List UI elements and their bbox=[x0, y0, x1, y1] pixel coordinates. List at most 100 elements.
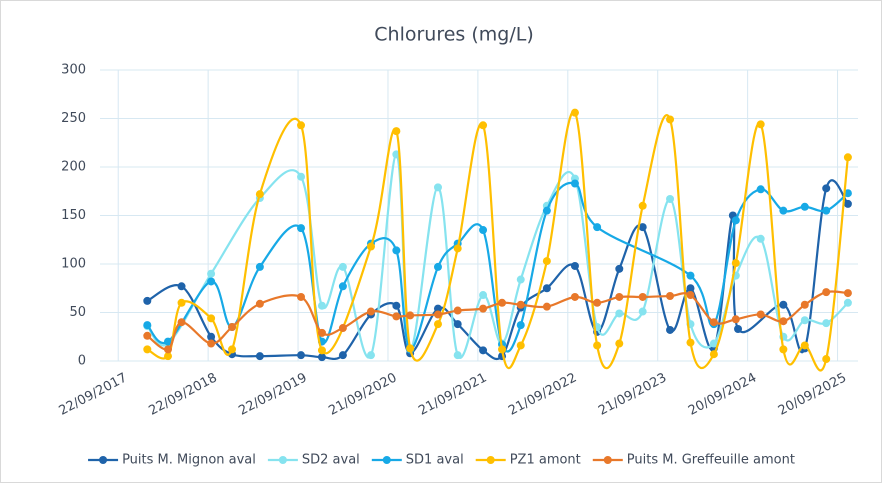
data-point bbox=[255, 262, 264, 271]
legend-label: SD2 aval bbox=[302, 453, 360, 468]
data-point bbox=[338, 282, 347, 291]
data-point bbox=[317, 301, 326, 310]
y-tick-label: 200 bbox=[61, 160, 86, 175]
data-point bbox=[163, 337, 172, 346]
data-point bbox=[498, 298, 507, 307]
data-point bbox=[366, 351, 375, 360]
data-point bbox=[453, 351, 462, 360]
data-point bbox=[779, 345, 788, 354]
data-point bbox=[686, 291, 695, 300]
data-point bbox=[479, 291, 488, 300]
data-point bbox=[255, 352, 264, 361]
data-point bbox=[800, 316, 809, 325]
data-point bbox=[453, 306, 462, 315]
data-point bbox=[593, 223, 602, 232]
data-point bbox=[433, 320, 442, 329]
data-point bbox=[392, 246, 401, 255]
data-point bbox=[433, 183, 442, 192]
data-point bbox=[822, 319, 831, 328]
legend-label: SD1 aval bbox=[406, 453, 464, 468]
data-point bbox=[666, 195, 675, 204]
legend-marker bbox=[278, 456, 287, 464]
data-point bbox=[297, 292, 306, 301]
data-point bbox=[756, 185, 765, 194]
data-point bbox=[570, 108, 579, 117]
legend-label: PZ1 amont bbox=[510, 453, 581, 468]
data-point bbox=[843, 153, 852, 162]
legend-label: Puits M. Greffeuille amont bbox=[627, 453, 795, 468]
data-point bbox=[822, 206, 831, 215]
data-point bbox=[177, 282, 186, 291]
chart-title: Chlorures (mg/L) bbox=[374, 24, 533, 46]
y-tick-label: 50 bbox=[69, 305, 86, 320]
data-point bbox=[615, 264, 624, 273]
data-point bbox=[843, 298, 852, 307]
legend-marker bbox=[382, 456, 391, 464]
data-point bbox=[433, 262, 442, 271]
data-point bbox=[516, 321, 525, 330]
data-point bbox=[498, 345, 507, 354]
data-point bbox=[392, 127, 401, 136]
data-point bbox=[843, 289, 852, 298]
data-point bbox=[255, 190, 264, 199]
data-point bbox=[843, 189, 852, 198]
data-point bbox=[709, 350, 718, 359]
data-point bbox=[615, 309, 624, 318]
legend-marker bbox=[603, 456, 612, 464]
data-point bbox=[433, 310, 442, 319]
data-point bbox=[666, 325, 675, 334]
data-point bbox=[542, 257, 551, 266]
data-point bbox=[638, 201, 647, 210]
data-point bbox=[615, 339, 624, 348]
data-point bbox=[593, 341, 602, 350]
data-point bbox=[542, 284, 551, 293]
data-point bbox=[709, 339, 718, 348]
data-point bbox=[338, 324, 347, 333]
data-point bbox=[779, 300, 788, 309]
data-point bbox=[366, 307, 375, 316]
data-point bbox=[317, 346, 326, 355]
data-point bbox=[479, 121, 488, 130]
data-point bbox=[800, 202, 809, 211]
data-point bbox=[822, 184, 831, 193]
data-point bbox=[479, 346, 488, 355]
data-point bbox=[731, 216, 740, 225]
data-point bbox=[593, 298, 602, 307]
data-point bbox=[177, 318, 186, 327]
data-point bbox=[822, 288, 831, 297]
data-point bbox=[800, 300, 809, 309]
data-point bbox=[317, 328, 326, 337]
legend-marker bbox=[486, 456, 495, 464]
data-point bbox=[638, 292, 647, 301]
data-point bbox=[392, 312, 401, 321]
data-point bbox=[709, 318, 718, 327]
data-point bbox=[731, 259, 740, 268]
data-point bbox=[731, 315, 740, 324]
data-point bbox=[406, 311, 415, 320]
data-point bbox=[255, 299, 264, 308]
data-point bbox=[453, 320, 462, 329]
data-point bbox=[542, 206, 551, 215]
data-point bbox=[686, 271, 695, 280]
y-tick-label: 100 bbox=[61, 257, 86, 272]
data-point bbox=[163, 352, 172, 361]
data-point bbox=[228, 345, 237, 354]
data-point bbox=[406, 344, 415, 353]
data-point bbox=[779, 206, 788, 215]
data-point bbox=[143, 331, 152, 340]
data-point bbox=[297, 172, 306, 181]
data-point bbox=[666, 292, 675, 301]
legend: Puits M. Mignon aval SD2 aval SD1 aval PZ1 … bbox=[88, 453, 795, 468]
data-point bbox=[666, 115, 675, 124]
data-point bbox=[516, 275, 525, 284]
legend-label: Puits M. Mignon aval bbox=[122, 453, 256, 468]
data-point bbox=[228, 323, 237, 332]
data-point bbox=[638, 307, 647, 316]
data-point bbox=[207, 332, 216, 341]
data-point bbox=[479, 304, 488, 313]
data-point bbox=[756, 310, 765, 319]
data-point bbox=[366, 242, 375, 251]
data-point bbox=[453, 244, 462, 253]
data-point bbox=[734, 324, 743, 333]
